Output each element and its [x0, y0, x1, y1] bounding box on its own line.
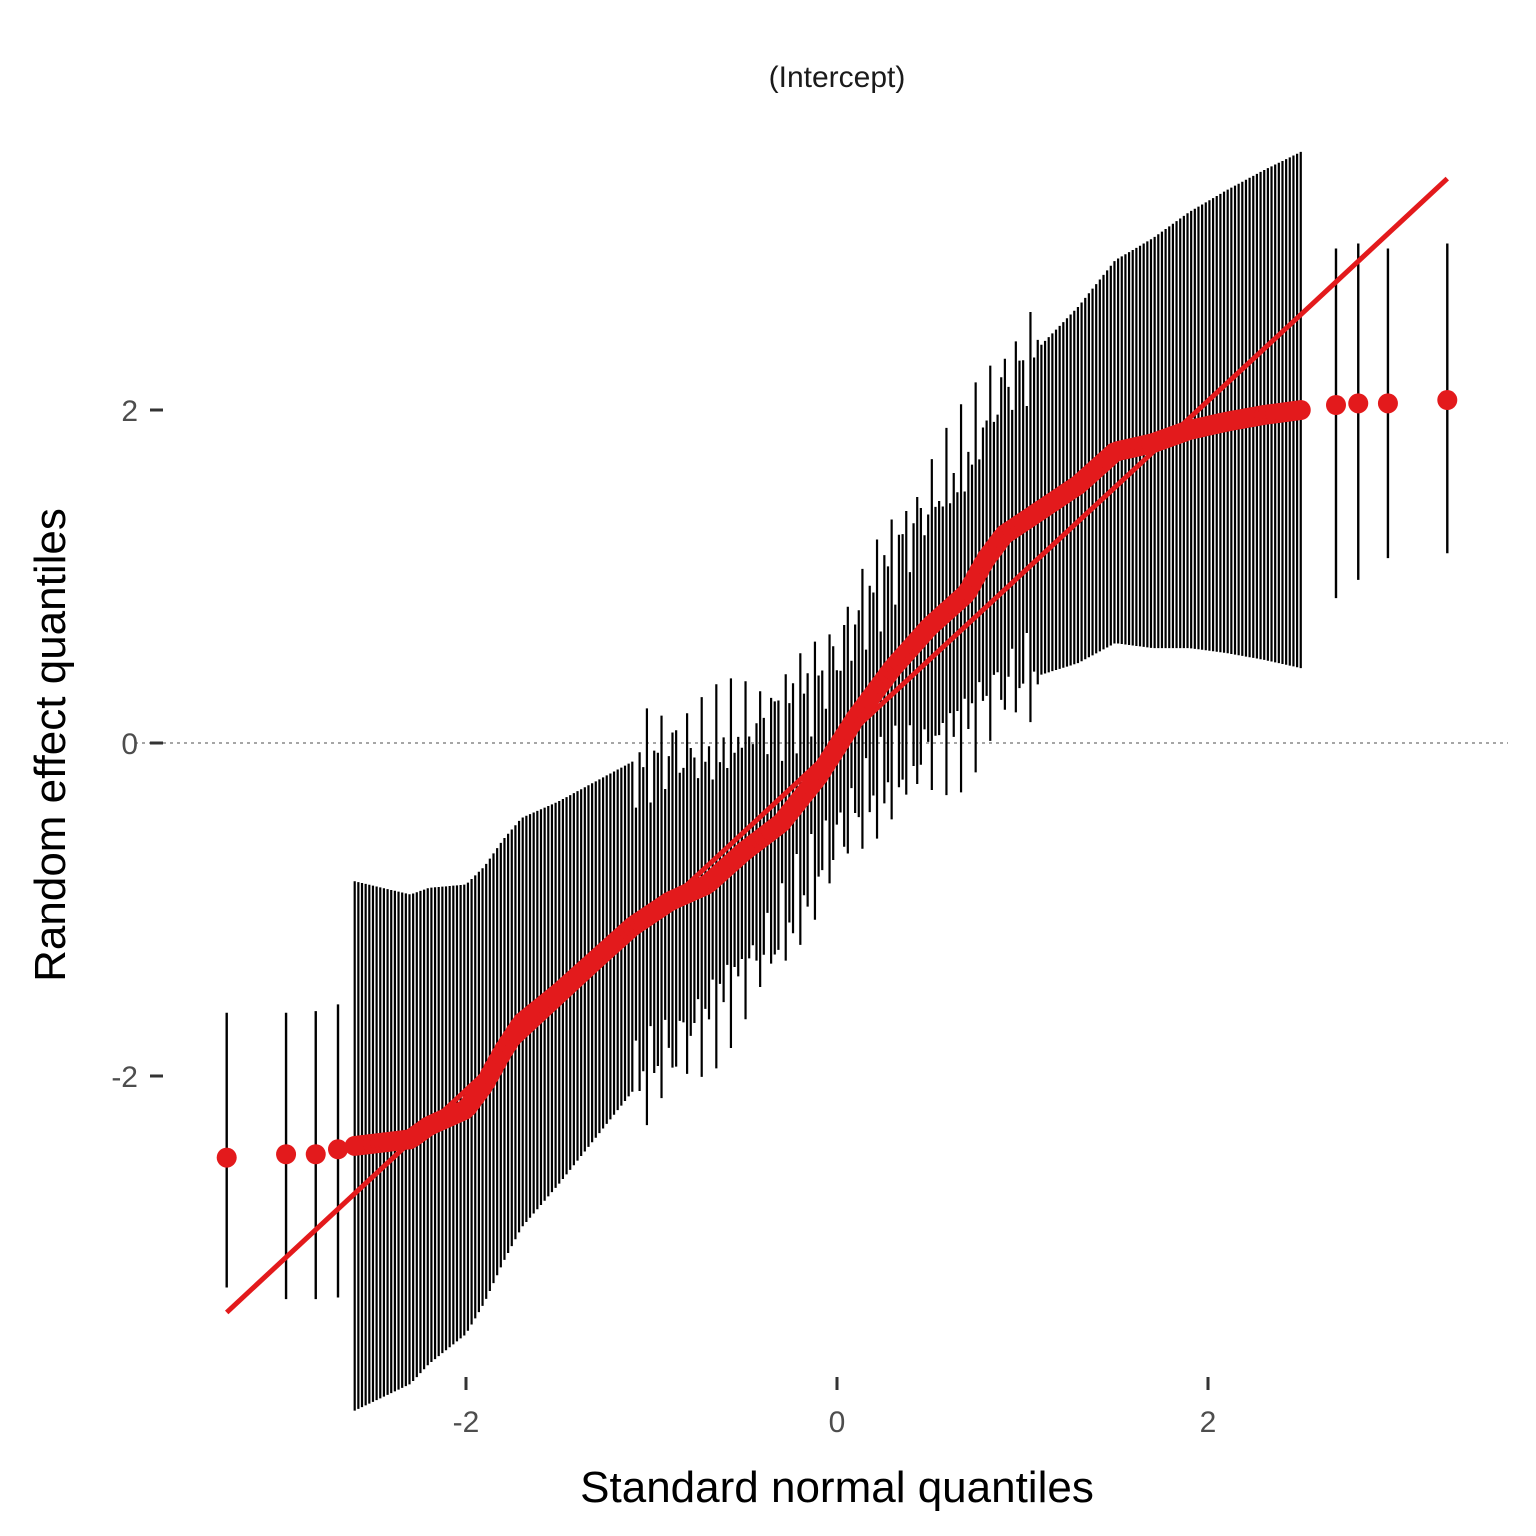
x-tick-label: 0 [829, 1406, 846, 1439]
y-tick-label: 0 [121, 728, 138, 761]
axis-layer: -2 0 2 -2 0 2 [111, 395, 1216, 1439]
x-tick-label: -2 [453, 1406, 480, 1439]
data-point [1325, 395, 1346, 416]
data-point [216, 1147, 237, 1168]
y-axis-title: Random effect quantiles [26, 508, 75, 982]
data-point [328, 1139, 349, 1160]
facet-title: (Intercept) [769, 61, 906, 94]
y-tick-label: 2 [121, 395, 138, 428]
errorbar-layer [225, 151, 1449, 1411]
data-point [276, 1144, 297, 1165]
data-point [1377, 393, 1398, 414]
points-layer [216, 390, 1458, 1168]
data-point [1290, 400, 1311, 420]
y-tick-label: -2 [111, 1061, 138, 1094]
data-point [305, 1144, 326, 1165]
data-point [1348, 393, 1369, 414]
x-axis-title: Standard normal quantiles [580, 1463, 1094, 1512]
data-point [1437, 390, 1458, 411]
x-tick-label: 2 [1200, 1406, 1217, 1439]
